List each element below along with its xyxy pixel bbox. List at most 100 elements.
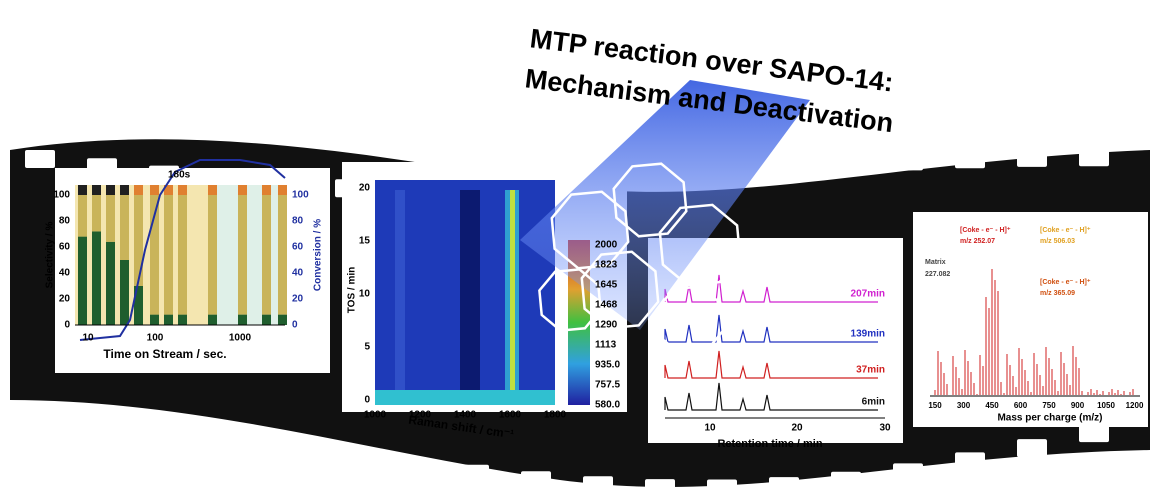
bar-olive	[92, 195, 101, 231]
x-tick-label: 1000	[364, 410, 387, 421]
sprocket-hole	[335, 449, 365, 467]
trace-label: 37min	[856, 365, 885, 376]
x-tick-label: 20	[791, 423, 803, 434]
colorbar-label: 1823	[595, 260, 618, 271]
y-tick-label: 60	[59, 242, 71, 253]
bar-green	[150, 315, 159, 325]
sprocket-hole	[893, 152, 923, 170]
heatmap-band	[510, 190, 515, 400]
x-tick-label: 750	[1042, 401, 1056, 410]
x-tick-label: 1800	[544, 410, 567, 421]
y-tick-label: 80	[59, 216, 71, 227]
bar-top	[208, 185, 217, 195]
sprocket-hole	[769, 159, 799, 177]
sprocket-hole	[831, 472, 861, 490]
annotation: 227.082	[925, 271, 950, 278]
colorbar-label: 2000	[595, 240, 618, 251]
bar-top	[92, 185, 101, 195]
sprocket-hole	[397, 457, 427, 475]
x-tick-label: 450	[985, 401, 999, 410]
bar-olive	[238, 195, 247, 315]
x-tick-label: 30	[879, 423, 891, 434]
sprocket-hole	[583, 476, 613, 494]
y-tick-label: 0	[64, 320, 70, 331]
trace-label: 6min	[862, 397, 885, 408]
x-axis-label: Retention time / min	[717, 438, 822, 450]
colorbar-label: 1290	[595, 320, 618, 331]
sprocket-hole	[25, 150, 55, 168]
y-tick-label: 15	[359, 236, 371, 247]
bar-green	[278, 315, 287, 325]
sprocket-hole	[645, 479, 675, 497]
x-tick-label: 10	[82, 333, 94, 344]
bar-green	[92, 231, 101, 325]
x-tick-label: 1200	[1126, 401, 1144, 410]
bar-green	[78, 237, 87, 325]
y2-tick-label: 20	[292, 294, 304, 305]
y2-tick-label: 40	[292, 268, 304, 279]
x-tick-label: 900	[1071, 401, 1085, 410]
annotation: [Coke - e⁻ - H]⁺	[960, 227, 1011, 234]
bar-olive	[278, 195, 287, 315]
sprocket-hole	[459, 465, 489, 483]
bar-green	[262, 315, 271, 325]
bar-green	[238, 315, 247, 325]
x-tick-label: 300	[957, 401, 971, 410]
bar-top	[134, 185, 143, 195]
bar-olive	[164, 195, 173, 315]
heatmap-band	[460, 190, 480, 400]
colorbar-label: 580.0	[595, 400, 620, 411]
bar-top	[106, 185, 115, 195]
sprocket-hole	[25, 408, 55, 426]
y-tick-label: 10	[359, 289, 371, 300]
x-axis-label: Mass per charge (m/z)	[997, 413, 1102, 424]
y2-tick-label: 80	[292, 216, 304, 227]
annotation: [Coke - e⁻ - H]⁺	[1040, 279, 1091, 286]
bar-olive	[262, 195, 271, 315]
sprocket-hole	[707, 479, 737, 497]
bar-olive	[208, 195, 217, 315]
annotation: m/z 506.03	[1040, 238, 1075, 245]
y2-tick-label: 100	[292, 190, 309, 201]
y2-tick-label: 60	[292, 242, 304, 253]
bar-top	[120, 185, 129, 195]
bar-olive	[178, 195, 187, 315]
x-tick-label: 10	[704, 423, 716, 434]
heatmap-hot	[375, 390, 555, 405]
sprocket-hole	[211, 432, 241, 450]
y-tick-label: 5	[364, 342, 370, 353]
sprocket-hole	[521, 471, 551, 489]
sprocket-hole	[1017, 149, 1047, 167]
annotation: m/z 252.07	[960, 238, 995, 245]
annotation: [Coke - e⁻ - H]⁺	[1040, 227, 1091, 234]
annotation: m/z 365.09	[1040, 290, 1075, 297]
y-tick-label: 40	[59, 268, 71, 279]
colorbar-label: 757.5	[595, 380, 620, 391]
sprocket-hole	[149, 424, 179, 442]
x-tick-label: 600	[1014, 401, 1028, 410]
bar-green	[164, 315, 173, 325]
sprocket-hole	[273, 440, 303, 458]
heatmap-band	[395, 190, 405, 400]
x-tick-label: 1050	[1097, 401, 1115, 410]
bar-olive	[134, 195, 143, 286]
trace-label: 139min	[851, 329, 885, 340]
sprocket-hole	[87, 416, 117, 434]
graphical-abstract: MTP reaction over SAPO-14: Mechanism and…	[0, 0, 1159, 504]
colorbar-label: 1645	[595, 280, 618, 291]
sprocket-hole	[893, 463, 923, 481]
sprocket-hole	[955, 452, 985, 470]
colorbar-label: 935.0	[595, 360, 620, 371]
sprocket-hole	[831, 155, 861, 173]
y2-tick-label: 0	[292, 320, 298, 331]
x-axis-label: Time on Stream / sec.	[103, 347, 226, 361]
bar-green	[120, 260, 129, 325]
y-tick-label: 100	[53, 190, 70, 201]
bar-top	[78, 185, 87, 195]
y-tick-label: 20	[359, 183, 371, 194]
plot-bg	[210, 185, 285, 325]
colorbar-label: 1468	[595, 300, 618, 311]
bar-top	[150, 185, 159, 195]
bar-olive	[120, 195, 129, 260]
annotation: 180s	[168, 170, 191, 181]
